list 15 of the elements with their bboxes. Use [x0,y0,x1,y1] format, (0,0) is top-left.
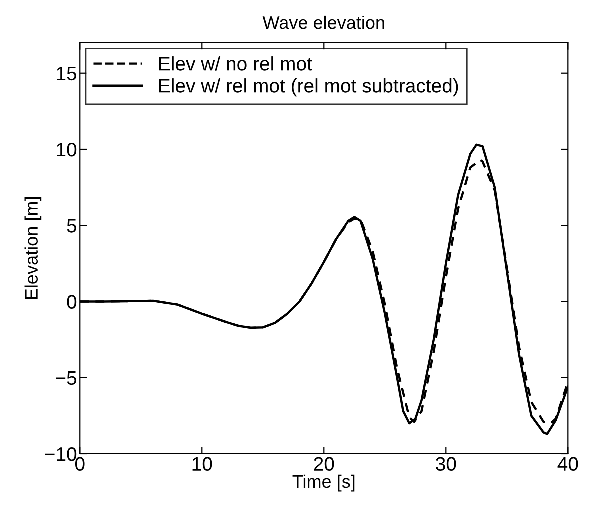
y-tick-label: 5 [67,219,77,233]
legend-label: Elev w/ rel mot (rel mot subtracted) [159,78,458,97]
x-tick-label: 10 [192,457,212,472]
y-tick-label: −5 [56,372,77,386]
chart-title: Wave elevation [262,16,384,30]
y-tick-label: −10 [45,447,77,462]
y-tick-label: 10 [57,142,77,157]
x-tick-label: 20 [314,457,334,472]
x-axis-title: Time [s] [292,474,355,492]
x-tick-label: 30 [436,457,456,472]
x-tick-label: 40 [558,457,578,472]
y-axis-title: Elevation [m] [24,198,42,300]
y-tick-label: 0 [67,295,77,309]
y-tick-label: 15 [57,67,77,81]
legend-label: Elev w/ no rel mot [159,56,312,71]
